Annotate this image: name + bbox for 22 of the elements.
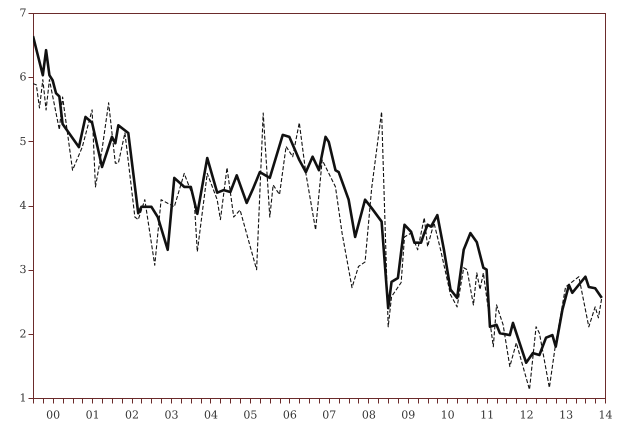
- x-tick-label: 09: [401, 408, 416, 422]
- x-tick-label: 12: [520, 408, 534, 422]
- x-tick-label: 03: [164, 408, 178, 422]
- x-tick-label: 01: [86, 408, 100, 422]
- x-tick-label: 08: [362, 408, 376, 422]
- x-tick-label: 05: [243, 408, 258, 422]
- y-tick-label: 1: [20, 392, 26, 404]
- y-tick-label: 2: [20, 327, 26, 340]
- x-tick-label: 07: [322, 408, 336, 422]
- y-tick-label: 3: [20, 263, 26, 276]
- x-tick-label: 06: [282, 408, 297, 422]
- y-tick-label: 7: [20, 6, 26, 20]
- y-tick-label: 5: [20, 134, 26, 148]
- x-tick-label: 11: [480, 408, 494, 422]
- x-tick-label: 04: [204, 408, 218, 422]
- x-tick-label: 00: [46, 408, 60, 422]
- x-tick-label: 02: [125, 408, 140, 422]
- x-tick-label: 10: [440, 408, 455, 422]
- x-tick-label: 13: [559, 408, 574, 422]
- y-tick-label: 6: [20, 70, 26, 84]
- x-tick-label: 14: [598, 408, 612, 422]
- y-tick-label: 4: [20, 199, 26, 212]
